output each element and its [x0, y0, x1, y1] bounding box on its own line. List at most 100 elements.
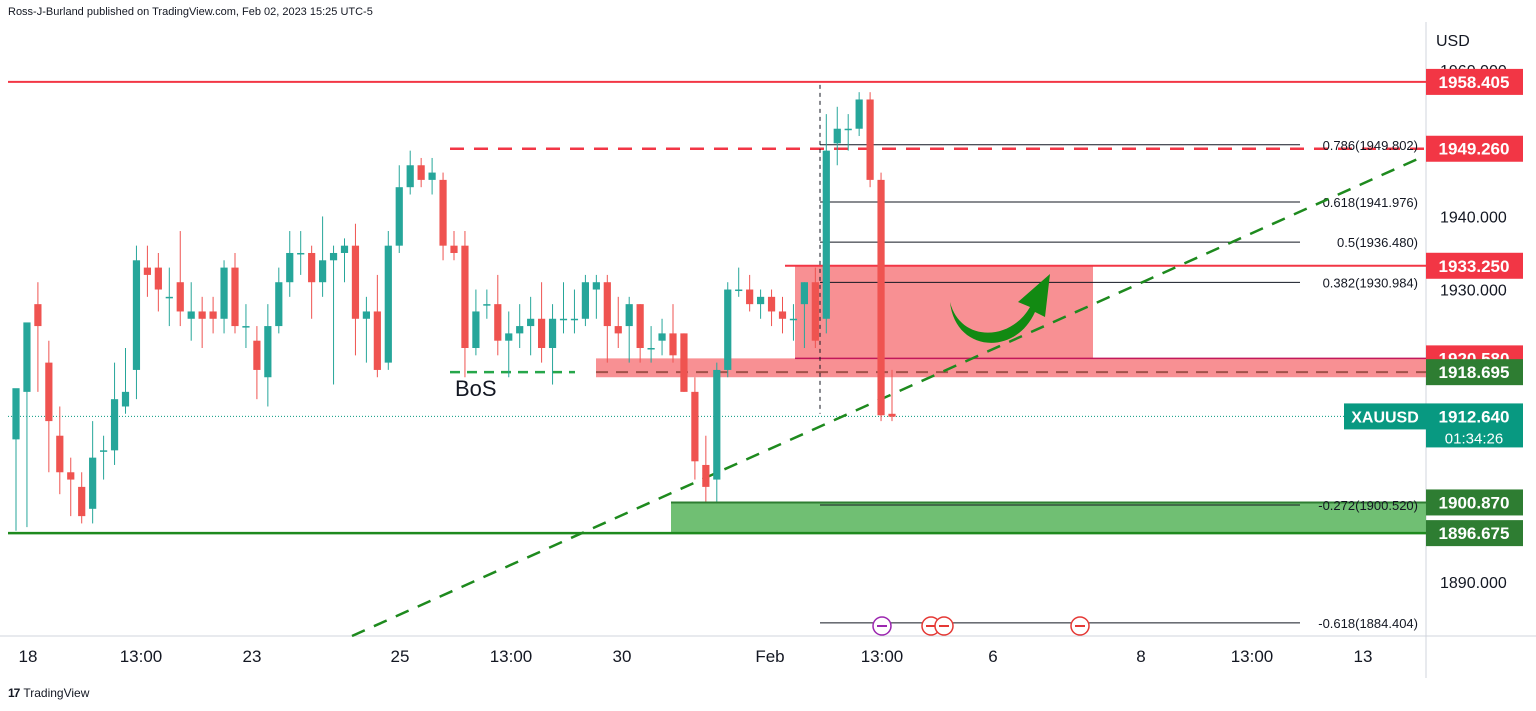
price-label-box [1426, 68, 1523, 95]
candle-body [669, 333, 677, 356]
candle-body [767, 296, 776, 312]
x-tick-label: 13:00 [120, 647, 163, 666]
candle-body [12, 388, 20, 440]
candle-body [702, 464, 710, 487]
x-tick-label: 13:00 [861, 647, 904, 666]
candle-body [625, 304, 633, 327]
candle-body [527, 318, 535, 327]
y-tick-label: 1930.000 [1440, 283, 1507, 300]
candle-body [351, 245, 360, 319]
candle-body [450, 245, 458, 253]
fib-label: 0.382(1930.984) [1323, 275, 1418, 290]
x-tick-label: 13 [1354, 647, 1373, 666]
candle-body [494, 304, 502, 341]
candle-body [800, 282, 808, 305]
candle-body [417, 165, 425, 180]
candle-body [636, 304, 644, 349]
publisher-header: Ross-J-Burland published on TradingView.… [8, 6, 373, 18]
candle-body [242, 326, 250, 328]
candle-body [110, 399, 119, 451]
y-tick-label: 1890.000 [1440, 575, 1507, 592]
candle-body [658, 333, 666, 341]
tradingview-footer: 17 TradingView [8, 686, 89, 700]
footer-brand: TradingView [23, 686, 90, 700]
candle-body [319, 260, 327, 283]
candle-body [538, 318, 546, 349]
price-label-box [1426, 359, 1523, 386]
x-tick-label: 25 [391, 647, 410, 666]
x-tick-label: 13:00 [490, 647, 533, 666]
candle-body [724, 289, 732, 370]
x-tick-label: 18 [19, 647, 38, 666]
countdown-label: 01:34:26 [1445, 430, 1503, 447]
candle-body [198, 311, 206, 319]
candle-body [877, 179, 885, 416]
candle-body [570, 318, 579, 321]
last-price-label: 1912.640 [1439, 407, 1510, 426]
price-label: 1900.870 [1439, 493, 1510, 512]
candle-body [132, 260, 141, 370]
x-tick-label: 30 [613, 647, 632, 666]
candle-body [231, 267, 239, 327]
candle-body [647, 348, 655, 350]
candle-body [855, 99, 863, 129]
candle-body [833, 128, 841, 144]
candle-body [100, 450, 108, 452]
x-tick-label: 13:00 [1231, 647, 1274, 666]
candle-body [373, 311, 381, 370]
bullish-arrow-icon [950, 274, 1050, 343]
candle-body [176, 282, 184, 312]
fib-label: -0.618(1884.404) [1318, 616, 1418, 631]
candle-body [187, 311, 195, 319]
bos-label: BoS [455, 376, 497, 401]
candle-body [406, 165, 414, 188]
fib-label: 0.5(1936.480) [1337, 235, 1418, 250]
last-price-box [1426, 403, 1523, 448]
tradingview-logo-icon: 17 [8, 686, 20, 700]
candle-body [56, 435, 64, 473]
uptrend-line [351, 156, 1421, 638]
candle-body [253, 340, 261, 370]
candle-body [888, 413, 896, 417]
fib-label: -0.272(1900.520) [1318, 498, 1418, 513]
candle-body [384, 245, 392, 363]
price-label-box [1426, 135, 1523, 162]
candle-body [78, 486, 86, 517]
candle-body [23, 322, 31, 392]
candle-body [362, 311, 370, 319]
x-tick-label: 6 [988, 647, 997, 666]
candle-body [275, 282, 283, 327]
candle-body [286, 252, 294, 283]
price-label: 1958.405 [1439, 73, 1510, 92]
candle-body [329, 252, 338, 261]
plot-background [0, 22, 1536, 678]
price-label: 1896.675 [1439, 524, 1510, 543]
candle-body [691, 391, 699, 462]
candle-body [789, 318, 798, 321]
candle-body [220, 267, 228, 319]
candle-body [735, 289, 743, 292]
x-tick-label: 23 [243, 647, 262, 666]
price-label-box [1426, 520, 1523, 547]
x-tick-label: Feb [755, 647, 784, 666]
candle-body [811, 282, 819, 341]
y-tick-label: 1940.000 [1440, 209, 1507, 226]
fib-label: 0.786(1949.802) [1323, 138, 1418, 153]
candle-body [154, 267, 162, 290]
chart-canvas[interactable]: 0.786(1949.802) 0.618(1941.976) 0.5(1936.4… [0, 22, 1536, 678]
candle-body [472, 311, 480, 349]
candle-body [505, 333, 513, 341]
candle-body [548, 318, 557, 349]
price-label: 1918.695 [1439, 363, 1510, 382]
candle-body [713, 369, 721, 480]
candle-body [297, 252, 305, 255]
candle-body [121, 391, 130, 407]
candle-body [439, 179, 447, 246]
price-label: 1949.260 [1439, 140, 1510, 159]
fib-label: 0.618(1941.976) [1323, 195, 1418, 210]
candle-body [516, 326, 524, 334]
currency-label: USD [1436, 33, 1470, 50]
candle-body [778, 311, 787, 319]
candle-body [866, 99, 874, 180]
price-chart[interactable]: 0.786(1949.802) 0.618(1941.976) 0.5(1936.4… [0, 22, 1536, 678]
